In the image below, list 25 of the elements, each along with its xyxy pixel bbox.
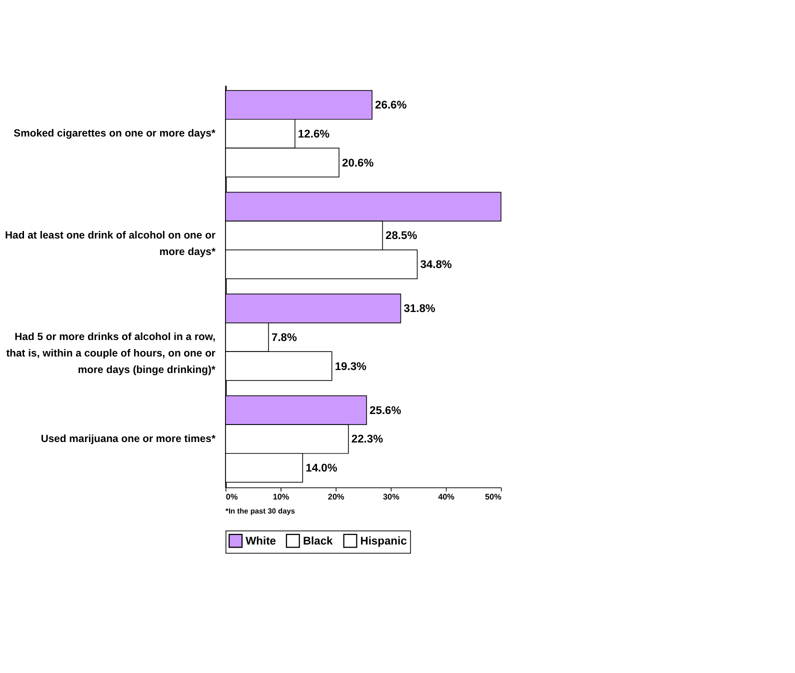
data-label: 12.6% — [298, 128, 330, 140]
data-label: 28.5% — [386, 230, 418, 242]
legend-label: Hispanic — [360, 536, 407, 548]
data-label: 25.6% — [370, 404, 402, 417]
data-label: 22.3% — [351, 434, 384, 446]
data-label: 26.6% — [375, 100, 407, 112]
data-label: 14.0% — [306, 462, 338, 475]
data-label: 34.8% — [420, 259, 452, 272]
x-tick-label: 20% — [328, 492, 345, 502]
data-label: 20.6% — [342, 157, 374, 170]
data-label: 31.8% — [404, 303, 436, 316]
data-label: 7.8% — [271, 332, 297, 344]
y-tick-label: Had 5 or more drinks of alcohol in a row, that is, within a couple of hours, on one or more days (binge drinking)* — [6, 332, 216, 376]
x-tick-label: 50% — [484, 492, 502, 502]
legend-label: White — [246, 536, 276, 548]
y-tick-label: Used marijuana one or more times* — [40, 434, 216, 445]
y-tick-label: Had at least one drink of alcohol on one or more days* — [5, 230, 216, 258]
legend-label: Black — [302, 536, 334, 548]
x-tick-label: 40% — [438, 492, 456, 502]
y-tick-label: Smoked cigarettes on one or more days* — [14, 128, 216, 140]
x-tick-label: 0% — [226, 492, 238, 502]
x-tick-label: 10% — [272, 492, 290, 502]
text: *In the past 30 days — [226, 506, 295, 516]
data-label: 19.3% — [334, 360, 367, 373]
x-tick-label: 30% — [382, 492, 400, 502]
